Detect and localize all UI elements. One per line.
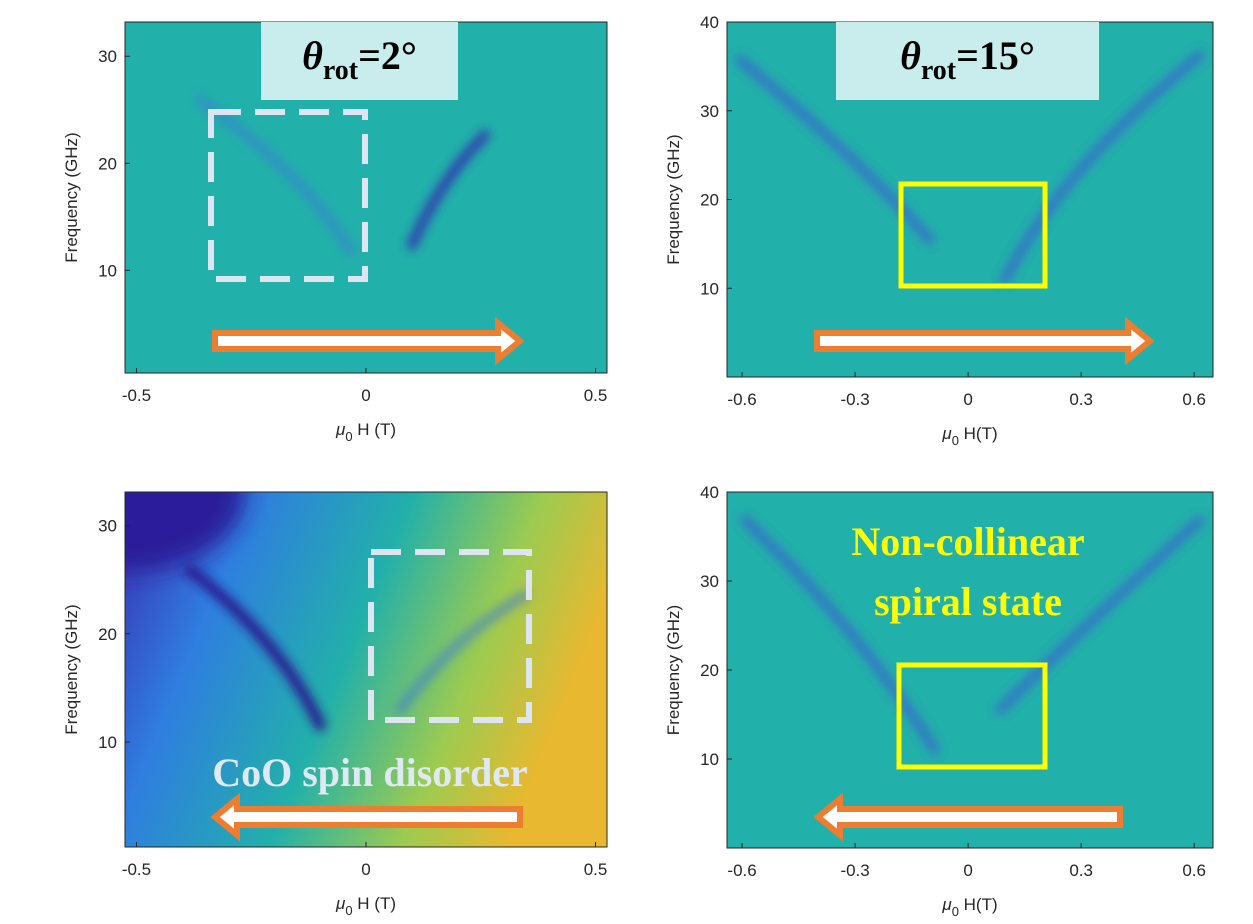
annotation: CoO spin disorder <box>212 750 528 795</box>
x-label-text: H (T) <box>353 420 396 439</box>
angle-subscript: rot <box>921 55 957 86</box>
x-tick-label: 0.3 <box>1069 861 1093 880</box>
angle-symbol: θ <box>302 33 323 78</box>
x-tick-label: 0 <box>361 386 370 405</box>
x-tick-label: -0.5 <box>122 386 151 405</box>
x-label-subscript: 0 <box>952 433 959 448</box>
y-tick-label: 20 <box>700 191 719 210</box>
x-tick-label: 0 <box>361 860 370 879</box>
x-axis-label: μ0 H (T) <box>335 894 396 918</box>
y-tick-label: 20 <box>700 661 719 680</box>
x-tick-label: 0.6 <box>1182 861 1206 880</box>
y-tick-label: 20 <box>98 154 117 173</box>
angle-symbol: θ <box>900 33 921 78</box>
x-label-text: H (T) <box>353 894 396 913</box>
x-tick-label: -0.6 <box>727 861 756 880</box>
x-label-subscript: 0 <box>345 429 352 444</box>
x-label-text: H(T) <box>959 895 998 914</box>
y-axis-label: Frequency (GHz) <box>664 605 683 735</box>
panel: -0.6 -0.3 0 0.3 0.6 10 20 30 40 μ0 H(T) Frequency … <box>664 483 1213 919</box>
panel: -0.6 -0.3 0 0.3 0.6 10 20 30 40 μ0 H(T) Frequency … <box>664 13 1213 448</box>
y-tick-label: 40 <box>700 13 719 32</box>
y-tick-label: 30 <box>98 517 117 536</box>
x-tick-label: 0 <box>963 390 972 409</box>
y-tick-label: 20 <box>98 625 117 644</box>
x-tick-label: 0.5 <box>584 386 608 405</box>
figure: -0.500.5102030μ0 H (T)Frequency (GHz)θro… <box>0 0 1253 924</box>
y-tick-label: 30 <box>700 572 719 591</box>
x-tick-label: 0.6 <box>1182 390 1206 409</box>
y-tick-label: 10 <box>98 733 117 752</box>
angle-subscript: rot <box>323 55 359 86</box>
panel: -0.5 0 0.5 10 20 30 μ0 H (T) Frequency (GHz) CoO… <box>5 412 607 918</box>
y-axis-label: Frequency (GHz) <box>62 604 81 734</box>
x-label-subscript: 0 <box>952 904 959 919</box>
annotation: spiral state <box>874 579 1062 624</box>
angle-value: =15° <box>956 33 1035 78</box>
x-tick-label: -0.5 <box>122 860 151 879</box>
y-tick-label: 30 <box>700 102 719 121</box>
angle-value: =2° <box>358 33 417 78</box>
x-axis-label: μ0 H(T) <box>941 424 997 448</box>
x-tick-label: -0.6 <box>727 390 756 409</box>
x-label-text: H(T) <box>959 424 998 443</box>
x-tick-label: -0.3 <box>840 861 869 880</box>
x-label-subscript: 0 <box>345 903 352 918</box>
y-axis-label: Frequency (GHz) <box>62 132 81 262</box>
y-axis-label: Frequency (GHz) <box>664 134 683 264</box>
x-tick-label: -0.3 <box>840 390 869 409</box>
x-tick-label: 0.5 <box>584 860 608 879</box>
y-tick-label: 10 <box>700 279 719 298</box>
panel: -0.5 0 0.5 10 20 30 μ0 H (T) Frequency (GHz) θro… <box>62 22 607 444</box>
y-tick-label: 40 <box>700 483 719 502</box>
x-tick-label: 0.3 <box>1069 390 1093 409</box>
annotation: Non-collinear <box>851 519 1084 564</box>
x-axis-label: μ0 H (T) <box>335 420 396 444</box>
x-tick-label: 0 <box>963 861 972 880</box>
y-tick-label: 10 <box>700 750 719 769</box>
y-tick-label: 10 <box>98 261 117 280</box>
x-axis-label: μ0 H(T) <box>941 895 997 919</box>
y-tick-label: 30 <box>98 47 117 66</box>
